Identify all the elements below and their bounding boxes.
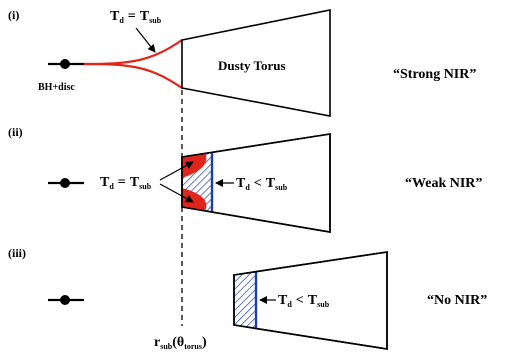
panel-i: (i) BH+disc Dusty Torus Td = Tsub “Strong … (8, 8, 476, 117)
cool-dust-region (234, 272, 256, 328)
svg-text:rsub(θtorus): rsub(θtorus) (154, 335, 207, 351)
panel-iii: (iii) Td < Tsub “No NIR” (8, 246, 487, 350)
svg-text:Td<Tsub: Td < Tsub (236, 176, 288, 192)
panel-label-i: (i) (8, 8, 19, 22)
pointer-arrow-lower (159, 183, 194, 203)
pointer-arrow-i (135, 27, 156, 53)
dusty-torus (181, 9, 331, 117)
sublimation-curve-lower (83, 62, 183, 89)
regime-label-ii: “Weak NIR” (405, 176, 482, 191)
bh-dot (60, 295, 70, 305)
panel-label-ii: (ii) (8, 125, 23, 139)
dusty-torus-outline (233, 251, 388, 350)
svg-text:Td=Tsub: Td = Tsub (100, 175, 152, 191)
td-equals-tsub-label-ii: Td = Tsub (100, 175, 152, 191)
pointer-arrow-upper (159, 161, 194, 181)
regime-label-iii: “No NIR” (427, 293, 487, 308)
td-equals-tsub-label-i: Td = Tsub (110, 9, 162, 25)
svg-text:Td<Tsub: Td < Tsub (278, 293, 330, 309)
bh-dot (60, 59, 70, 69)
td-less-tsub-label-iii: Td < Tsub (278, 293, 330, 309)
svg-text:Td=Tsub: Td = Tsub (110, 9, 162, 25)
sublimation-curve-upper (83, 39, 183, 66)
panel-ii: (ii) Td = Tsub Td < Tsub “Weak NIR” (8, 125, 482, 233)
td-less-tsub-label-ii: Td < Tsub (236, 176, 288, 192)
dusty-torus-label: Dusty Torus (218, 58, 286, 73)
regime-label-i: “Strong NIR” (393, 67, 476, 82)
bh-dot (60, 178, 70, 188)
hot-dust-region-upper (182, 153, 207, 178)
hot-dust-region-lower (182, 188, 207, 211)
bh-disc-label: BH+disc (38, 82, 75, 93)
rsub-label: rsub(θtorus) (154, 335, 207, 351)
panel-label-iii: (iii) (8, 246, 26, 260)
